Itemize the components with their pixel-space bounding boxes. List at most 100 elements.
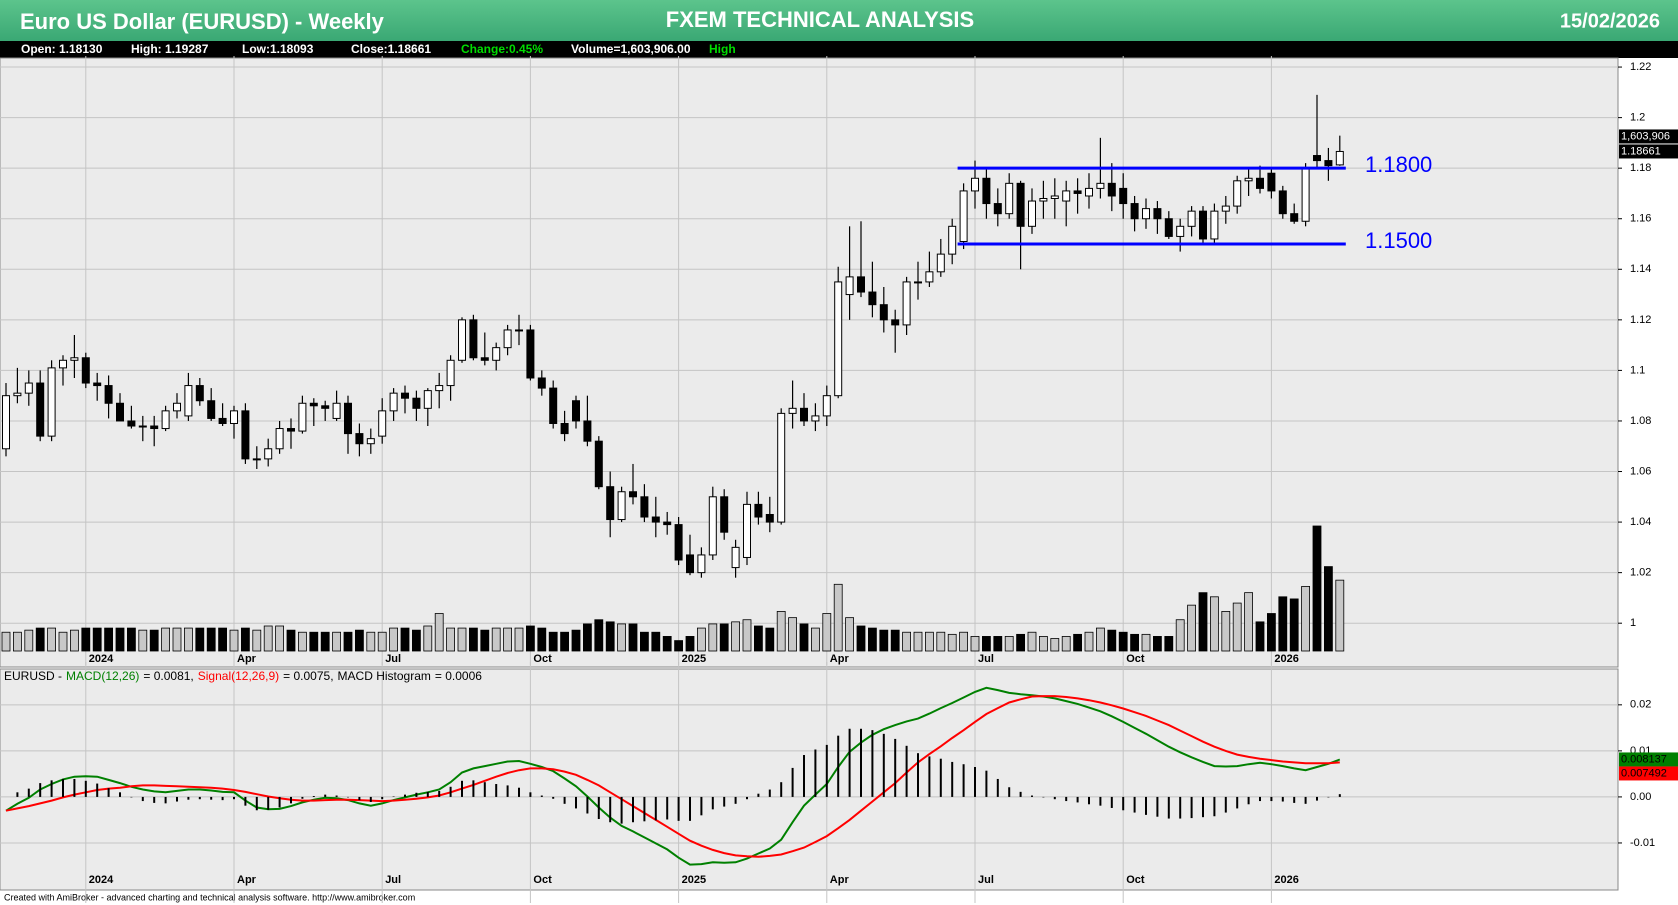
x-tick-label: Jul <box>978 874 994 886</box>
x-tick-label: Apr <box>237 653 257 665</box>
volume-bar <box>754 625 763 652</box>
volume-bar <box>959 631 968 652</box>
candle-body <box>1039 198 1048 202</box>
x-tick-label: Oct <box>533 874 552 886</box>
candle-body <box>401 392 409 399</box>
volume-bar <box>560 631 569 652</box>
volume-bar <box>1141 633 1151 652</box>
volume-bar <box>548 631 558 652</box>
last-box <box>1619 129 1678 144</box>
candle-body <box>572 400 580 422</box>
y-tick-label: 1.1 <box>1630 364 1645 376</box>
volume-bar <box>400 627 410 652</box>
volume-bar <box>674 640 683 652</box>
y-tick-label: -0.01 <box>1630 837 1655 849</box>
candle-body <box>36 382 45 437</box>
volume-bar <box>115 627 125 652</box>
close-last-label: 1.18661 <box>1621 145 1661 157</box>
volume-bar <box>708 623 718 652</box>
candle-body <box>298 402 307 432</box>
candle-body <box>435 385 444 392</box>
candle-body <box>936 253 945 273</box>
volume-bar <box>468 627 478 652</box>
volume-bar <box>1244 592 1253 652</box>
x-tick-label: 2025 <box>682 653 706 665</box>
volume-bar <box>1278 596 1288 652</box>
candle-body <box>127 420 136 427</box>
volume-bar <box>697 627 706 652</box>
volume-bar <box>389 627 399 652</box>
candle-body <box>184 385 193 417</box>
volume-bar <box>275 625 285 652</box>
candle-body <box>1142 208 1150 220</box>
candle-body <box>1085 187 1093 197</box>
volume-bar <box>537 627 547 652</box>
volume-bar <box>92 627 102 652</box>
volume-bar <box>640 631 649 652</box>
volume-bar <box>1187 604 1196 652</box>
last-box <box>1619 766 1678 781</box>
candle-body <box>446 359 455 387</box>
volume-bar <box>343 631 353 652</box>
volume-bar <box>1221 611 1231 652</box>
volume-bar <box>868 627 877 652</box>
candle-body <box>925 271 934 283</box>
candle-body <box>720 496 729 533</box>
candle-body <box>777 412 786 523</box>
volume-bar <box>104 627 113 652</box>
x-tick-label: Oct <box>533 653 552 665</box>
candle-body <box>879 304 888 321</box>
volume-bar <box>320 631 330 652</box>
y-tick-label: 1.12 <box>1630 314 1651 326</box>
candle-body <box>583 420 592 442</box>
candle-body <box>857 276 865 293</box>
candle-body <box>1221 205 1230 212</box>
y-tick-label: 1 <box>1630 617 1636 629</box>
candle-body <box>207 400 216 419</box>
candle-body <box>617 491 626 521</box>
candle-body <box>1028 200 1036 227</box>
volume-bar <box>35 627 45 652</box>
volume-bar <box>1198 592 1208 652</box>
volume-bar <box>229 629 239 652</box>
candle-body <box>651 516 660 523</box>
macd-legend: EURUSD - MACD(12,26) = 0.0081, Signal(12,26… <box>4 669 482 683</box>
volume-bar <box>856 625 866 652</box>
candle-body <box>982 177 991 205</box>
volume-bar <box>263 625 273 652</box>
volume-bar <box>1301 586 1310 652</box>
candle-body <box>264 448 273 460</box>
x-tick-label: Oct <box>1126 653 1145 665</box>
candle-body <box>868 291 877 306</box>
volume-bar <box>366 631 376 652</box>
volume-bar <box>1096 627 1105 652</box>
volume-bar <box>1324 566 1333 652</box>
volume-bar <box>1073 633 1082 652</box>
y-tick-label: 0.00 <box>1630 791 1651 803</box>
level-label: 1.1500 <box>1365 228 1432 253</box>
y-tick-label: 1.16 <box>1630 213 1651 225</box>
candle-body <box>104 385 113 404</box>
candle-body <box>765 513 774 523</box>
info-item: Change:0.45% <box>461 42 543 56</box>
volume-bar <box>890 629 900 652</box>
x-tick-label: Jul <box>978 653 994 665</box>
volume-bar <box>925 631 934 652</box>
candle-body <box>914 281 922 284</box>
legend-part: EURUSD - <box>4 669 62 683</box>
volume-bar <box>252 629 262 652</box>
candle-body <box>1050 195 1059 200</box>
candle-body <box>344 402 352 435</box>
series-last-label: 0.007492 <box>1621 767 1667 779</box>
volume-bar <box>594 619 604 652</box>
volume-bar <box>799 623 809 652</box>
candle-body <box>161 410 170 430</box>
candle-body <box>378 410 387 437</box>
x-tick-label: Jul <box>385 874 401 886</box>
candle-body <box>1335 150 1344 166</box>
candle-body <box>754 503 763 518</box>
volume-bar <box>70 629 79 652</box>
candle-body <box>606 486 615 521</box>
volume-bar <box>822 613 832 652</box>
candle-body <box>1267 172 1276 192</box>
